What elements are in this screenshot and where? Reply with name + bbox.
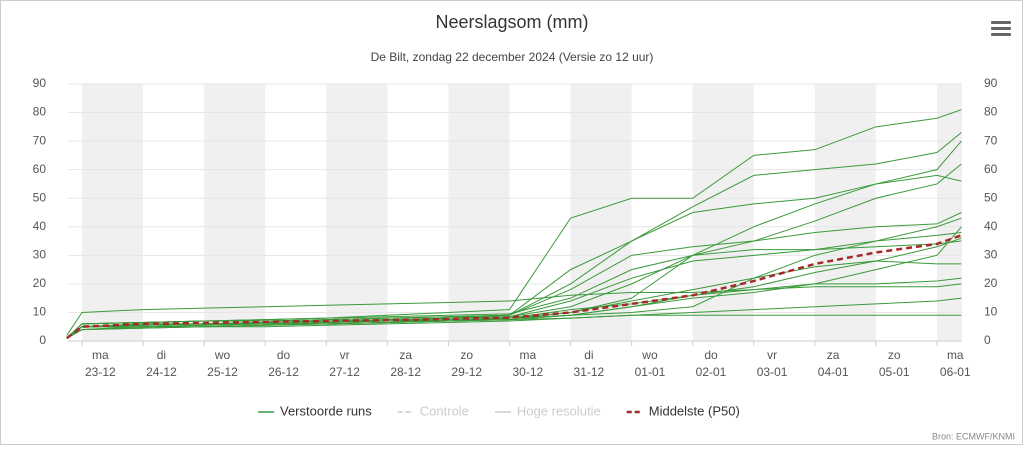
x-tick-day: ma xyxy=(947,348,964,362)
x-tick-day: di xyxy=(157,348,166,362)
y-tick-label: 50 xyxy=(33,190,47,204)
y-tick-label: 30 xyxy=(33,248,47,262)
menu-button[interactable] xyxy=(991,21,1011,36)
x-tick-day: vr xyxy=(340,348,350,362)
y-tick-label: 40 xyxy=(33,219,47,233)
legend-item[interactable]: Controle xyxy=(397,403,469,418)
day-band xyxy=(82,84,144,341)
legend-item[interactable]: Middelste (P50) xyxy=(626,403,740,418)
day-band xyxy=(204,84,266,341)
y-tick-label: 80 xyxy=(33,105,47,119)
y2-tick-label: 90 xyxy=(984,76,998,90)
x-tick-date: 28-12 xyxy=(390,365,421,379)
x-tick-day: ma xyxy=(92,348,109,362)
day-band xyxy=(326,84,388,341)
legend-item[interactable]: Verstoorde runs xyxy=(258,403,372,418)
x-tick-date: 25-12 xyxy=(207,365,238,379)
x-tick-day: zo xyxy=(460,348,473,362)
x-tick-date: 24-12 xyxy=(146,365,177,379)
legend-label: Verstoorde runs xyxy=(280,403,372,418)
x-tick-date: 30-12 xyxy=(512,365,543,379)
x-tick-day: do xyxy=(277,348,291,362)
y2-tick-label: 20 xyxy=(984,276,998,290)
x-tick-day: wo xyxy=(641,348,658,362)
x-tick-date: 31-12 xyxy=(574,365,605,379)
ensemble-line xyxy=(66,260,962,339)
x-tick-day: wo xyxy=(214,348,231,362)
y-tick-label: 20 xyxy=(33,276,47,290)
y-tick-label: 70 xyxy=(33,133,47,147)
legend-label: Controle xyxy=(420,403,469,418)
ensemble-line xyxy=(66,174,962,339)
menu-bar xyxy=(991,27,1011,30)
y-tick-label: 0 xyxy=(39,333,46,347)
ensemble-line xyxy=(66,283,962,336)
bands xyxy=(82,84,962,341)
ensemble-line xyxy=(66,277,962,339)
x-tick-date: 06-01 xyxy=(940,365,971,379)
y2-tick-label: 10 xyxy=(984,305,998,319)
y2-tick-label: 50 xyxy=(984,190,998,204)
x-tick-date: 05-01 xyxy=(879,365,910,379)
x-tick-date: 03-01 xyxy=(757,365,788,379)
legend-item[interactable]: Hoge resolutie xyxy=(494,403,601,418)
x-tick-date: 23-12 xyxy=(85,365,116,379)
y2-tick-label: 60 xyxy=(984,162,998,176)
x-tick-day: do xyxy=(704,348,718,362)
x-tick-day: ma xyxy=(519,348,536,362)
y2-tick-label: 30 xyxy=(984,248,998,262)
legend-label: Hoge resolutie xyxy=(517,403,601,418)
day-band xyxy=(570,84,632,341)
x-tick-date: 26-12 xyxy=(268,365,299,379)
x-tick-day: za xyxy=(399,348,412,362)
y-tick-label: 10 xyxy=(33,305,47,319)
y-tick-label: 60 xyxy=(33,162,47,176)
x-tick-date: 01-01 xyxy=(635,365,666,379)
x-tick-day: za xyxy=(827,348,840,362)
day-band xyxy=(814,84,876,341)
x-tick-date: 29-12 xyxy=(451,365,482,379)
x-tick-date: 02-01 xyxy=(696,365,727,379)
x-tick-day: di xyxy=(584,348,593,362)
y2-tick-label: 40 xyxy=(984,219,998,233)
y2-tick-label: 80 xyxy=(984,105,998,119)
x-tick-day: vr xyxy=(767,348,777,362)
credit: Bron: ECMWF/KNMI xyxy=(932,431,1015,441)
day-band xyxy=(692,84,754,341)
day-band xyxy=(936,84,962,341)
median-line xyxy=(66,234,962,340)
legend-label: Middelste (P50) xyxy=(649,403,740,418)
y-tick-label: 90 xyxy=(33,76,47,90)
chart-subtitle: De Bilt, zondag 22 december 2024 (Versie… xyxy=(371,50,654,64)
menu-bar xyxy=(991,21,1011,24)
menu-bar xyxy=(991,33,1011,36)
chart-title: Neerslagsom (mm) xyxy=(435,12,588,32)
x-tick-date: 27-12 xyxy=(329,365,360,379)
x-tick-day: zo xyxy=(888,348,901,362)
x-tick-date: 04-01 xyxy=(818,365,849,379)
day-band xyxy=(448,84,510,341)
y2-tick-label: 0 xyxy=(984,333,991,347)
y2-tick-label: 70 xyxy=(984,133,998,147)
